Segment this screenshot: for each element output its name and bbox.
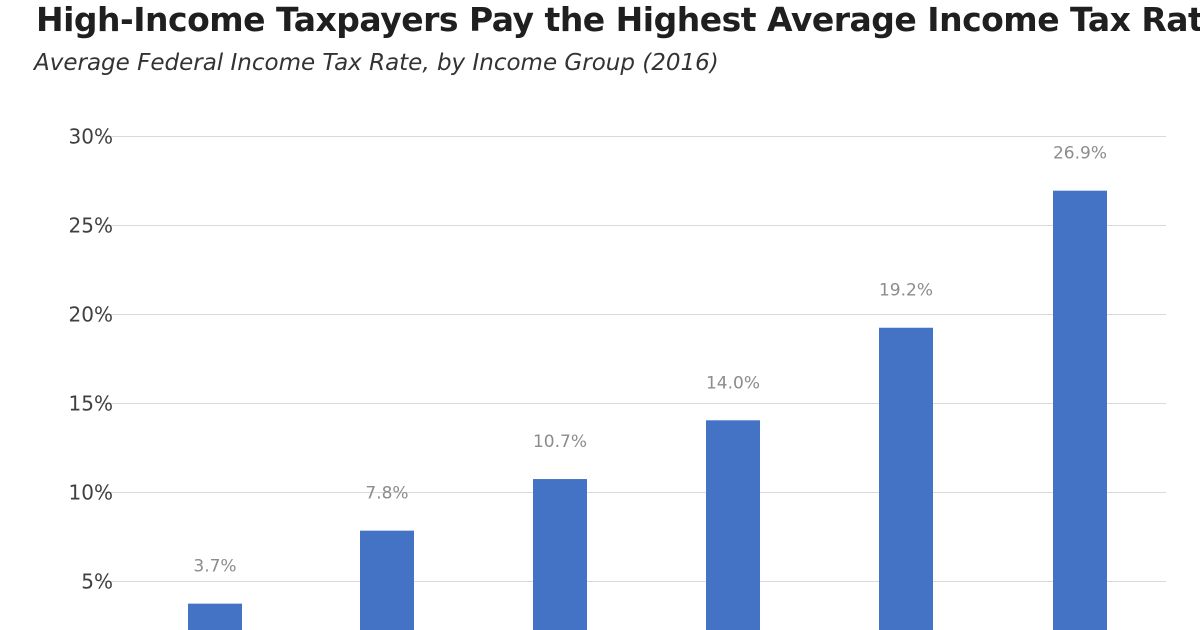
y-tick-label: 10% bbox=[69, 481, 113, 505]
bar bbox=[188, 603, 242, 630]
y-tick-label: 25% bbox=[69, 214, 113, 238]
data-label: 26.9% bbox=[1053, 144, 1107, 164]
data-label: 10.7% bbox=[533, 432, 587, 452]
bar bbox=[1053, 190, 1107, 630]
y-axis-tick-labels: 5% 10% 15% 20% 25% 30% bbox=[69, 125, 113, 594]
bar bbox=[533, 479, 587, 630]
gridlines bbox=[100, 136, 1166, 582]
data-labels: 3.7% 7.8% 10.7% 14.0% 19.2% 26.9% bbox=[193, 144, 1107, 577]
bar bbox=[360, 530, 414, 630]
chart-title: High-Income Taxpayers Pay the Highest Av… bbox=[36, 0, 1200, 39]
bar bbox=[879, 327, 933, 630]
bars bbox=[188, 190, 1107, 630]
chart-subtitle: Average Federal Income Tax Rate, by Inco… bbox=[34, 50, 719, 76]
y-tick-label: 15% bbox=[69, 392, 113, 416]
y-tick-label: 5% bbox=[81, 570, 113, 594]
data-label: 3.7% bbox=[193, 557, 236, 577]
bar bbox=[706, 420, 760, 630]
data-label: 7.8% bbox=[365, 484, 408, 504]
data-label: 14.0% bbox=[706, 373, 760, 393]
y-tick-label: 30% bbox=[69, 125, 113, 149]
data-label: 19.2% bbox=[879, 281, 933, 301]
y-tick-label: 20% bbox=[69, 303, 113, 327]
